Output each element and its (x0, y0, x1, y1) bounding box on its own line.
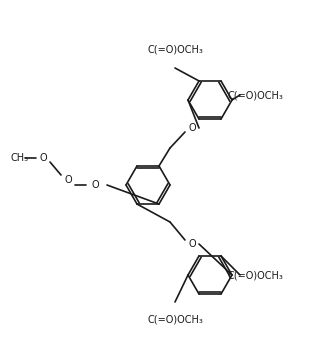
Text: O: O (188, 239, 196, 249)
Text: C(=O)OCH₃: C(=O)OCH₃ (147, 315, 203, 325)
Text: O: O (188, 123, 196, 133)
Text: O: O (39, 153, 47, 163)
Text: C(=O)OCH₃: C(=O)OCH₃ (147, 45, 203, 55)
Text: C(=O)OCH₃: C(=O)OCH₃ (227, 90, 283, 100)
Text: O: O (91, 180, 99, 190)
Text: CH₃: CH₃ (11, 153, 29, 163)
Text: C(=O)OCH₃: C(=O)OCH₃ (227, 270, 283, 280)
Text: O: O (64, 175, 72, 185)
